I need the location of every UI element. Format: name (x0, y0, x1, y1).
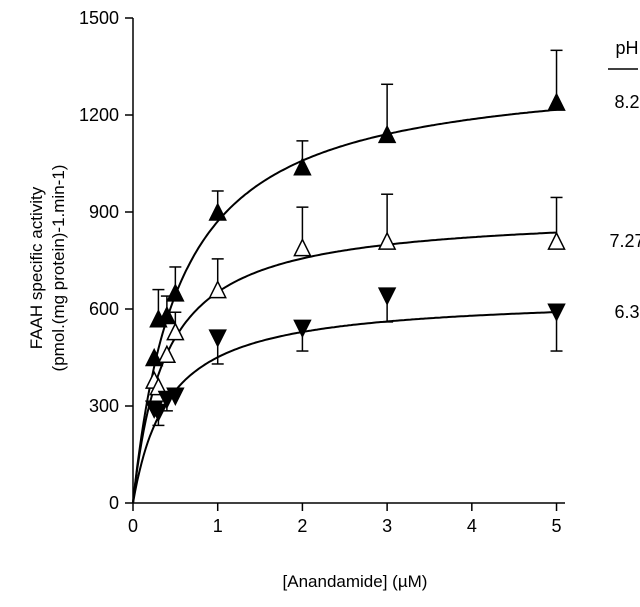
data-point (293, 319, 312, 339)
series-label: 8.2 (614, 92, 639, 112)
fit-curve (132, 311, 557, 504)
data-point (293, 237, 312, 257)
error-bars (152, 49, 563, 427)
axes: 0 300 600 900 1200 1500 0 1 2 3 4 5 (79, 8, 565, 536)
x-axis-title: [Anandamide] (µM) (283, 572, 428, 591)
x-tick-label: 0 (128, 516, 138, 536)
x-tick-label: 3 (382, 516, 392, 536)
data-point (293, 157, 312, 176)
data-point (208, 279, 227, 299)
y-tick-label: 1500 (79, 8, 119, 28)
data-point (166, 321, 185, 341)
data-point (377, 231, 397, 250)
data-point (547, 92, 566, 111)
data-point (144, 347, 164, 367)
y-tick-label: 300 (89, 396, 119, 416)
y-tick-label: 900 (89, 202, 119, 222)
data-point (157, 344, 177, 364)
x-tick-label: 5 (552, 516, 562, 536)
data-point (377, 287, 397, 306)
data-points (144, 92, 566, 423)
data-point (547, 303, 566, 322)
x-tick-label: 1 (213, 516, 223, 536)
series-label: 7.27 (609, 231, 640, 251)
data-point (377, 124, 397, 144)
data-point (547, 231, 566, 250)
x-tick-label: 2 (297, 516, 307, 536)
y-axis-title-line2: (pmol.(mg protein)-1.min-1) (49, 165, 68, 372)
data-point (157, 305, 177, 325)
data-point (149, 376, 168, 396)
fit-curves (132, 108, 557, 504)
fit-curve (132, 231, 557, 504)
data-point (208, 329, 227, 348)
y-tick-label: 0 (109, 493, 119, 513)
data-point (166, 387, 185, 406)
y-axis-title-line1: FAAH specific activity (27, 186, 46, 349)
legend-title: pH (615, 38, 638, 58)
data-point (166, 283, 185, 302)
data-point (149, 403, 168, 423)
series-labels: 8.2 7.27 6.3 (609, 92, 640, 322)
series-label: 6.3 (614, 302, 639, 322)
y-tick-label: 600 (89, 299, 119, 319)
fit-curve (132, 108, 557, 504)
x-tick-label: 4 (467, 516, 477, 536)
y-tick-label: 1200 (79, 105, 119, 125)
data-point (208, 202, 227, 221)
